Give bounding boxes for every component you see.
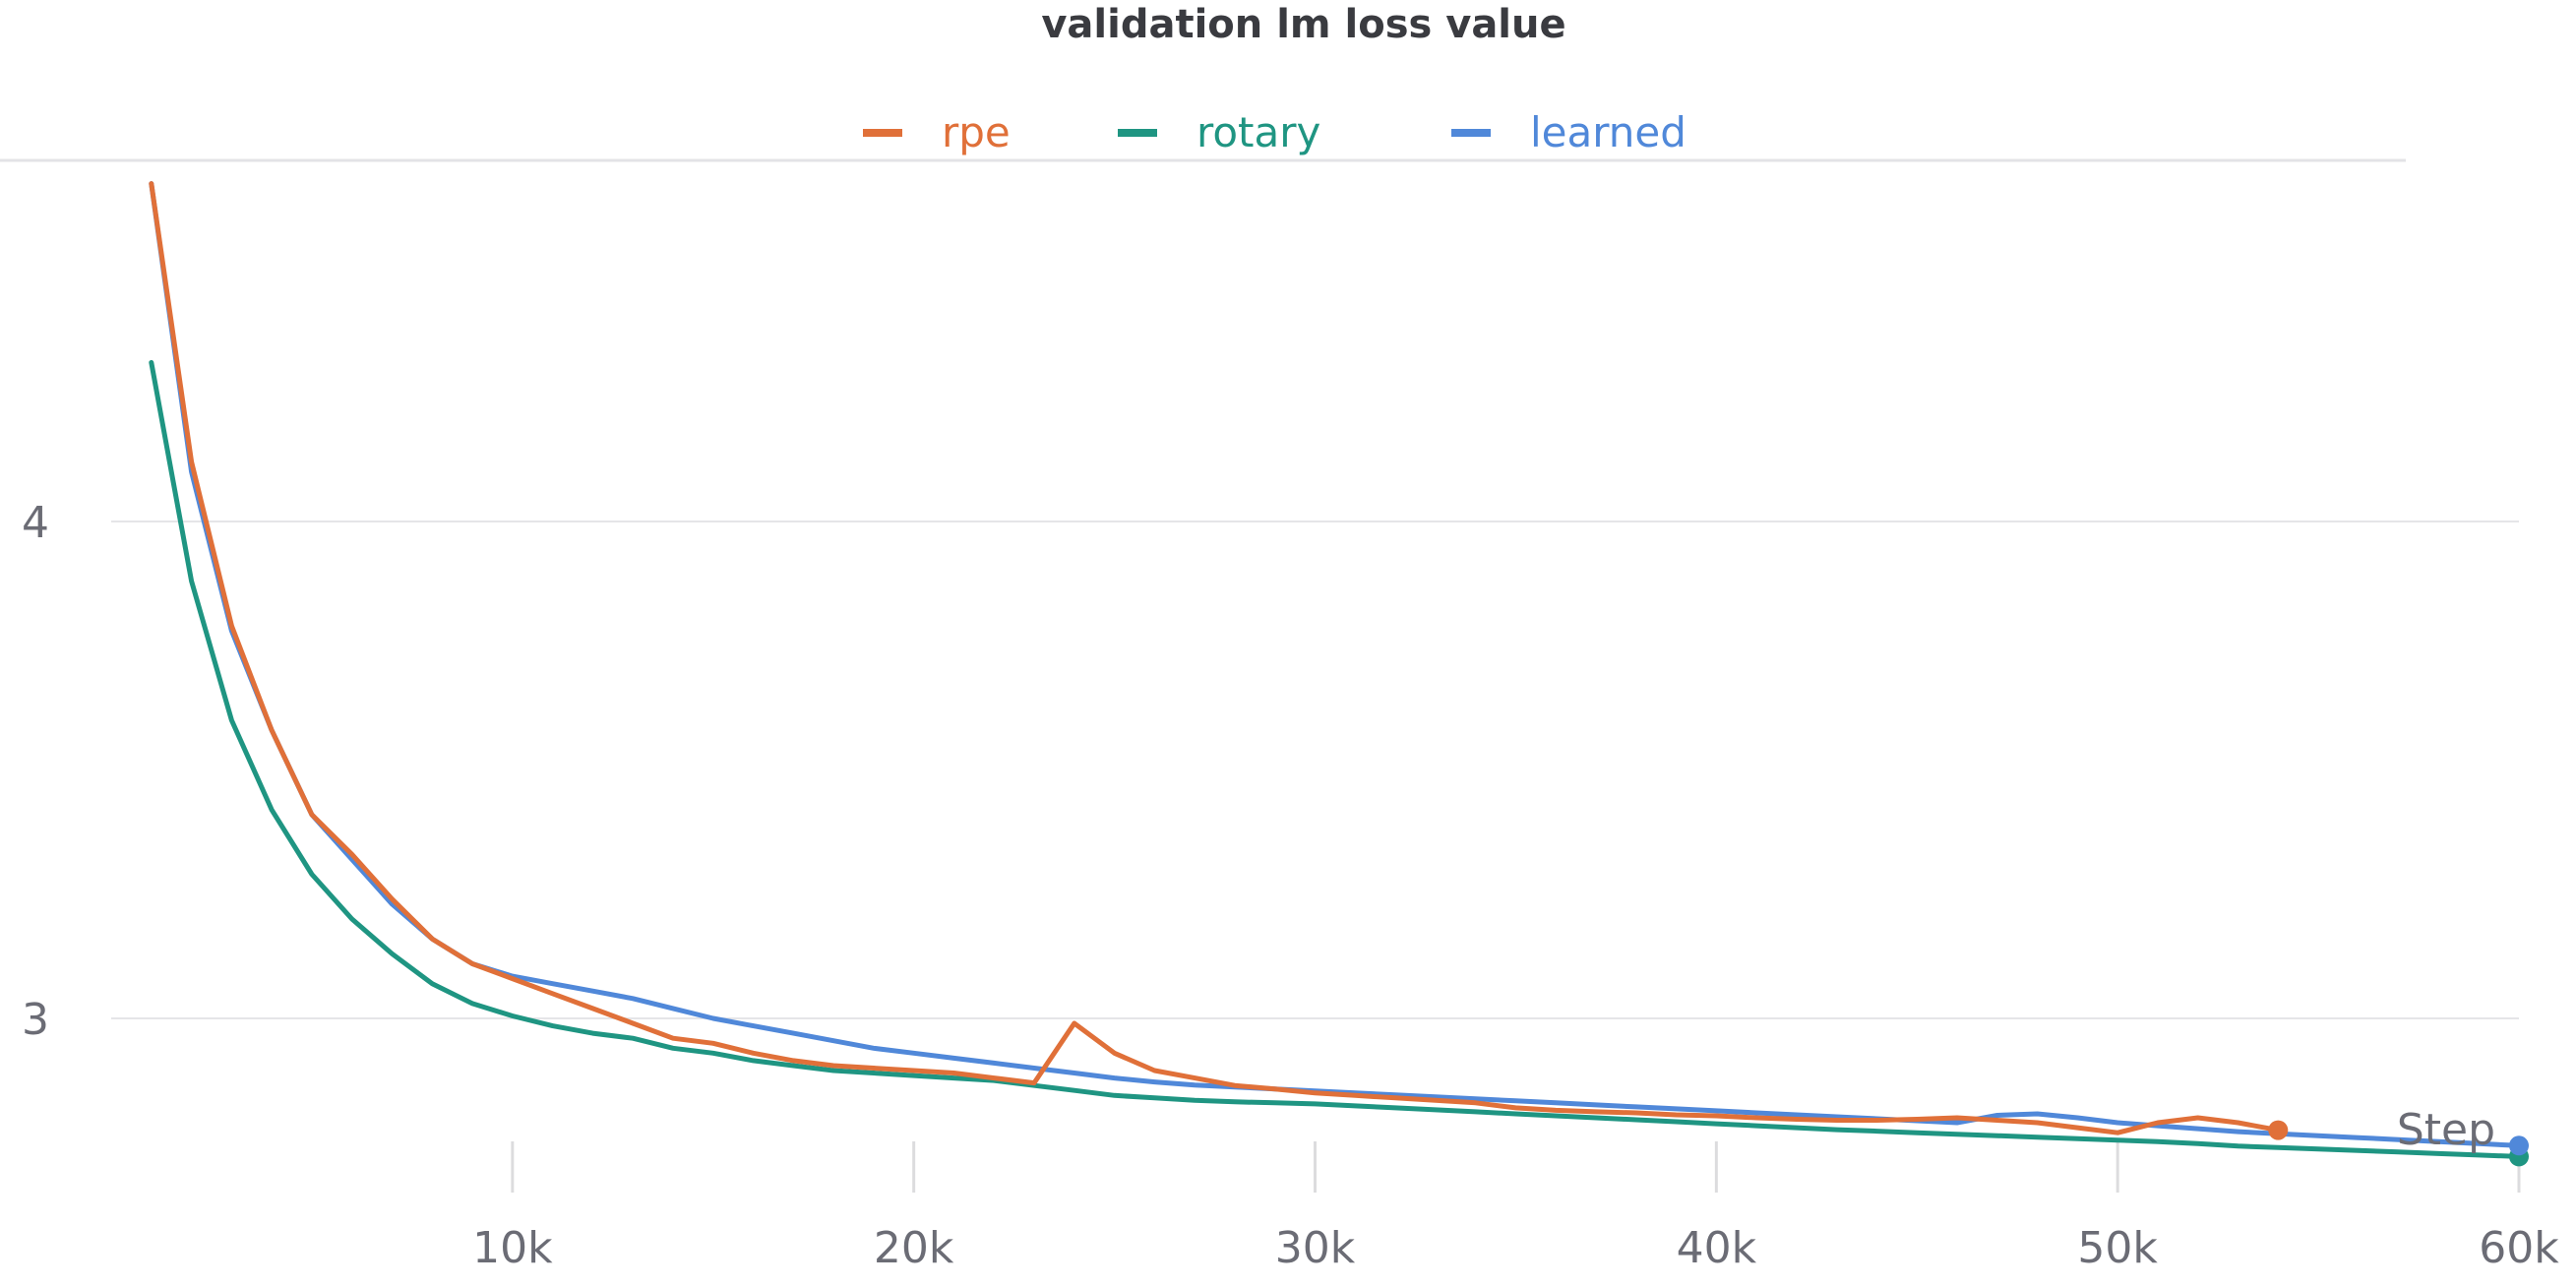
chart-title: validation lm loss value	[1041, 2, 1565, 47]
legend-label-rotary: rotary	[1196, 108, 1320, 156]
x-axis-title: Step	[2397, 1105, 2495, 1155]
x-axis: 10k 20k 30k 40k 50k 60k	[472, 1141, 2559, 1273]
x-tick-label-10k: 10k	[472, 1223, 553, 1273]
x-tick-label-40k: 40k	[1677, 1223, 1757, 1273]
legend-item-rpe[interactable]: rpe	[863, 108, 1011, 156]
legend-label-rpe: rpe	[942, 108, 1011, 156]
legend-item-rotary[interactable]: rotary	[1118, 108, 1320, 156]
y-tick-label-3: 3	[22, 995, 49, 1045]
legend-label-learned: learned	[1530, 108, 1687, 156]
plot-area	[149, 181, 2529, 1167]
series-end-marker-rpe[interactable]	[2268, 1120, 2289, 1140]
y-axis: 34	[22, 498, 49, 1045]
legend-item-learned[interactable]: learned	[1451, 108, 1687, 156]
x-tick-label-30k: 30k	[1275, 1223, 1356, 1273]
y-tick-label-4: 4	[22, 498, 49, 548]
grid	[111, 521, 2519, 1019]
x-tick-label-60k: 60k	[2479, 1223, 2559, 1273]
x-tick-label-20k: 20k	[874, 1223, 954, 1273]
series-line-learned[interactable]	[149, 181, 2522, 1148]
series-line-rpe[interactable]	[149, 181, 2281, 1135]
series-line-rotary[interactable]	[149, 359, 2522, 1159]
x-tick-label-50k: 50k	[2077, 1223, 2158, 1273]
series-end-marker-learned[interactable]	[2509, 1135, 2529, 1156]
legend: rpe rotary learned	[863, 108, 1687, 156]
